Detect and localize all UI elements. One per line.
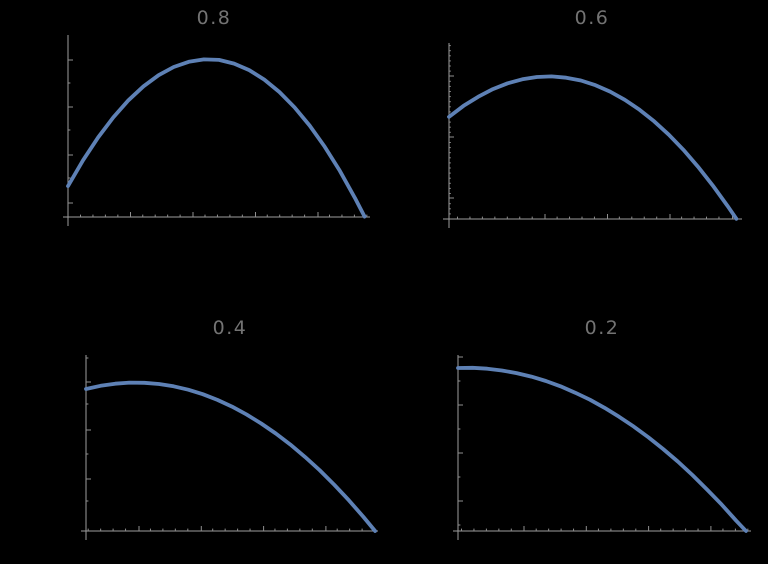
plot-0.6 xyxy=(443,43,742,228)
plot-0.2 xyxy=(453,355,751,540)
plot-title-bottom-left: 0.4 xyxy=(212,317,248,339)
curve-0.4 xyxy=(84,380,377,533)
plot-0.4 xyxy=(81,355,378,540)
curve-0.8 xyxy=(66,57,367,219)
curve-0.2 xyxy=(456,365,748,533)
plot-title-bottom-right: 0.2 xyxy=(584,317,620,339)
plot-title-top-left: 0.8 xyxy=(196,7,232,29)
plot-0.8 xyxy=(63,35,370,226)
plot-title-top-right: 0.6 xyxy=(574,7,610,29)
curve-0.6 xyxy=(447,74,739,221)
